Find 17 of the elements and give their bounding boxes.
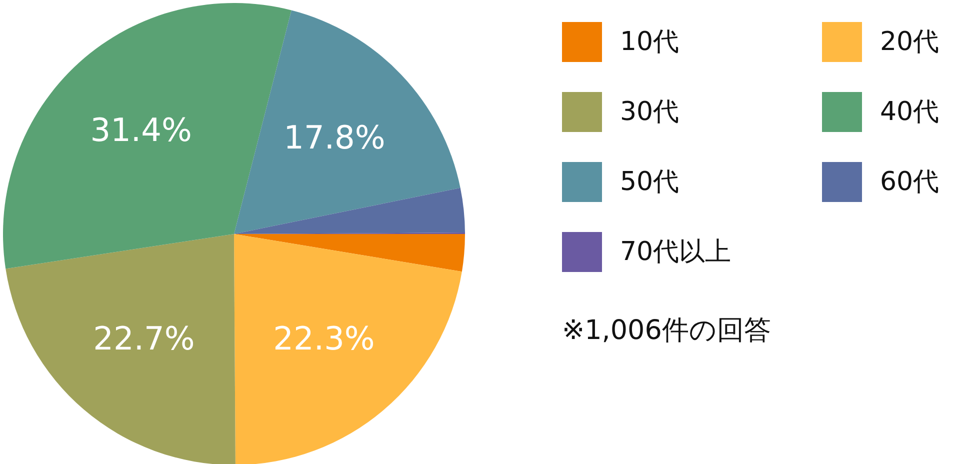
pie-slice xyxy=(234,10,460,234)
legend-label: 50代 xyxy=(620,167,680,197)
legend-label: 30代 xyxy=(620,97,680,127)
legend-label: 10代 xyxy=(620,27,680,57)
legend-label: 20代 xyxy=(880,27,940,57)
data-label: 17.8% xyxy=(284,118,386,156)
data-label: 22.3% xyxy=(273,319,375,358)
pie-slice xyxy=(234,234,462,464)
text: ※1,006件の回答 xyxy=(562,314,771,348)
legend-label: 60代 xyxy=(880,167,940,197)
legend-label: 40代 xyxy=(880,97,940,127)
data-label: 22.7% xyxy=(93,319,195,358)
legend-label: 70代以上 xyxy=(620,237,732,267)
pie-slice xyxy=(6,234,236,464)
pie-slice xyxy=(234,188,465,234)
pie-slice xyxy=(234,234,465,272)
data-label: 31.4% xyxy=(90,111,192,150)
